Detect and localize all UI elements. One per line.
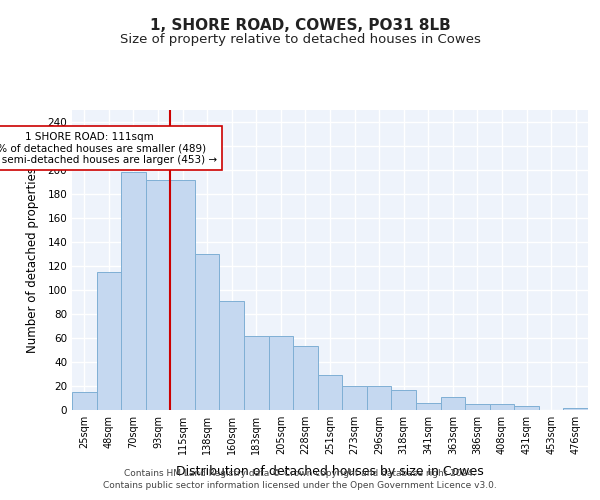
- Bar: [391, 390, 416, 410]
- X-axis label: Distribution of detached houses by size in Cowes: Distribution of detached houses by size …: [176, 466, 484, 478]
- Bar: [342, 386, 367, 410]
- Bar: [293, 346, 318, 410]
- Bar: [563, 408, 588, 410]
- Text: Size of property relative to detached houses in Cowes: Size of property relative to detached ho…: [119, 32, 481, 46]
- Bar: [220, 301, 244, 410]
- Text: 1, SHORE ROAD, COWES, PO31 8LB: 1, SHORE ROAD, COWES, PO31 8LB: [149, 18, 451, 32]
- Bar: [269, 336, 293, 410]
- Bar: [121, 172, 146, 410]
- Bar: [416, 403, 440, 410]
- Bar: [514, 406, 539, 410]
- Bar: [170, 180, 195, 410]
- Text: 1 SHORE ROAD: 111sqm
← 52% of detached houses are smaller (489)
48% of semi-deta: 1 SHORE ROAD: 111sqm ← 52% of detached h…: [0, 132, 217, 165]
- Text: Contains public sector information licensed under the Open Government Licence v3: Contains public sector information licen…: [103, 481, 497, 490]
- Bar: [72, 392, 97, 410]
- Bar: [440, 397, 465, 410]
- Bar: [146, 180, 170, 410]
- Text: Contains HM Land Registry data © Crown copyright and database right 2024.: Contains HM Land Registry data © Crown c…: [124, 468, 476, 477]
- Bar: [244, 336, 269, 410]
- Bar: [465, 404, 490, 410]
- Y-axis label: Number of detached properties: Number of detached properties: [26, 167, 39, 353]
- Bar: [195, 254, 220, 410]
- Bar: [490, 404, 514, 410]
- Bar: [318, 375, 342, 410]
- Bar: [367, 386, 391, 410]
- Bar: [97, 272, 121, 410]
